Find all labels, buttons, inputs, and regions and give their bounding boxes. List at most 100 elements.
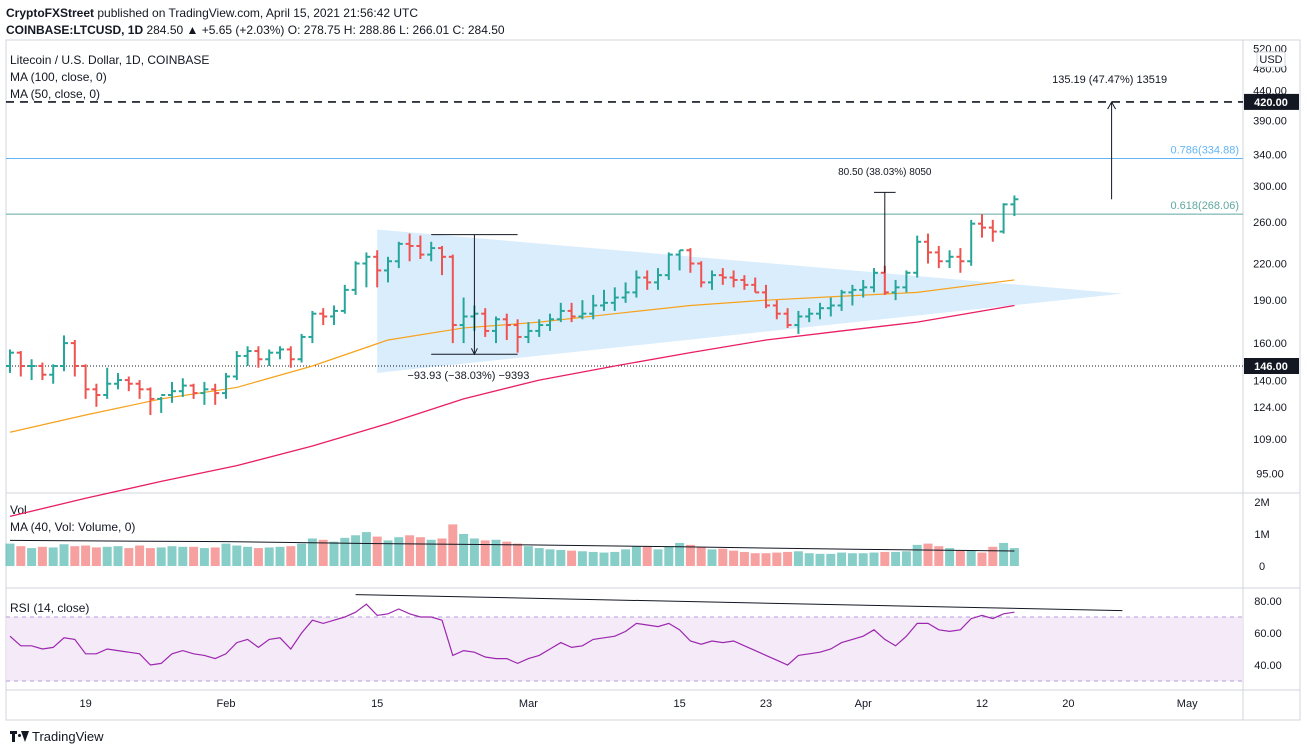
volume-bar	[48, 547, 58, 566]
volume-bar	[59, 544, 69, 566]
currency-badge	[1256, 51, 1286, 68]
ohlc-bar	[243, 346, 252, 366]
ohlc-bar	[913, 235, 922, 278]
volume-bar	[934, 546, 944, 566]
price-tick-label: 95.00	[1256, 468, 1284, 480]
volume-bar	[1009, 548, 1019, 566]
price-pane[interactable]: 0.786(334.88) 0.618(268.06) −93.93 (−38.03…	[6, 74, 1243, 517]
ohlc-bar	[308, 310, 317, 344]
axes[interactable]: 520.00480.00440.00390.00340.00300.00260.…	[79, 44, 1299, 710]
volume-bar	[437, 538, 447, 566]
chart-border	[5, 39, 1301, 721]
ohlc-bar	[643, 270, 652, 290]
volume-ma-legend[interactable]: MA (40, Vol: Volume, 0)	[10, 520, 136, 534]
ohlc-bar	[286, 346, 295, 368]
footer-brand: TradingView	[32, 729, 104, 744]
rsi-line	[9, 603, 1015, 666]
ohlc-bar	[276, 346, 284, 360]
ohlc-bar	[686, 248, 695, 273]
ohlc-bar	[826, 297, 835, 317]
fib-level-label: 0.618(268.06)	[1171, 200, 1240, 212]
volume-pane[interactable]	[5, 524, 1019, 566]
ohlc-bar	[351, 261, 360, 295]
volume-bar	[351, 535, 361, 566]
volume-bar	[253, 548, 263, 566]
ohlc-bar	[222, 372, 230, 399]
ohlc-bar	[556, 302, 565, 323]
volume-bar	[70, 546, 80, 566]
tradingview-footer[interactable]: TradingView	[10, 729, 104, 744]
volume-bar	[761, 553, 771, 566]
volume-bar	[27, 548, 37, 566]
volume-bar	[631, 546, 641, 566]
volume-bar	[469, 538, 479, 566]
ohlc-bar	[124, 376, 133, 392]
ohlc-bar	[38, 362, 47, 381]
ohlc-bar	[200, 381, 209, 405]
volume-bar	[901, 551, 911, 566]
volume-bar	[5, 543, 15, 566]
volume-bar	[610, 551, 620, 566]
ohlc-bar	[92, 383, 101, 407]
volume-bar	[523, 546, 533, 566]
ohlc-readout: 284.50 ▲ +5.65 (+2.03%) O: 278.75 H: 288…	[143, 23, 505, 37]
ma100-legend[interactable]: MA (100, close, 0)	[10, 70, 107, 84]
ohlc-bar	[945, 250, 954, 269]
ohlc-bar	[891, 279, 900, 301]
volume-bar	[707, 549, 717, 566]
ohlc-bar	[135, 380, 144, 399]
volume-bar	[502, 541, 512, 566]
time-tick-label: 15	[371, 698, 383, 710]
volume-bar	[372, 536, 382, 566]
volume-bar	[361, 532, 371, 566]
volume-bar	[696, 546, 706, 566]
volume-bar	[567, 550, 577, 566]
volume-ma-line	[9, 539, 1015, 552]
price-tick-label: 124.00	[1253, 402, 1287, 414]
ohlc-bar	[621, 282, 630, 303]
ohlc-bar	[330, 305, 338, 326]
ohlc-bar	[675, 249, 684, 271]
volume-bar	[394, 537, 404, 566]
ohlc-bar	[967, 219, 976, 266]
volume-bar	[189, 546, 199, 566]
ohlc-bar	[103, 367, 112, 399]
volume-bar	[156, 547, 166, 566]
ohlc-bar	[870, 268, 878, 293]
symbol-name: COINBASE:LTCUSD, 1D	[6, 23, 144, 37]
price-badge-label: 146.00	[1254, 361, 1288, 373]
volume-bar	[405, 535, 415, 566]
volume-bar	[826, 553, 836, 566]
volume-bar	[783, 551, 793, 566]
ohlc-bar	[978, 214, 986, 238]
ohlc-bar	[1010, 195, 1019, 217]
rsi-pane[interactable]	[6, 594, 1243, 682]
price-tick-label: 340.00	[1253, 150, 1287, 162]
ohlc-bar	[502, 313, 511, 341]
ohlc-bar	[297, 333, 306, 363]
publish-line: CryptoFXStreet published on TradingView.…	[6, 6, 418, 20]
volume-bar	[729, 550, 739, 566]
time-tick-label: 19	[79, 698, 91, 710]
rsi-legend[interactable]: RSI (14, close)	[10, 601, 90, 615]
ohlc-bar	[81, 364, 90, 399]
ohlc-bar	[535, 319, 544, 337]
ma50-legend[interactable]: MA (50, close, 0)	[10, 87, 101, 101]
volume-bar	[837, 552, 847, 566]
ohlc-bar	[394, 241, 403, 269]
series-title[interactable]: Litecoin / U.S. Dollar, 1D, COINBASE	[10, 53, 210, 67]
volume-bar	[113, 546, 123, 566]
volume-bar	[426, 539, 436, 566]
ohlc-bar	[924, 233, 932, 264]
ohlc-bar	[848, 284, 857, 306]
volume-bar	[491, 539, 501, 566]
volume-bar	[977, 552, 987, 566]
volume-bar	[178, 546, 188, 566]
ohlc-bar	[513, 319, 522, 353]
volume-bar	[664, 546, 674, 566]
chart-frame	[5, 39, 1301, 721]
ohlc-bar	[254, 346, 263, 368]
ma50-line	[9, 279, 1015, 433]
ohlc-bar	[988, 219, 997, 242]
